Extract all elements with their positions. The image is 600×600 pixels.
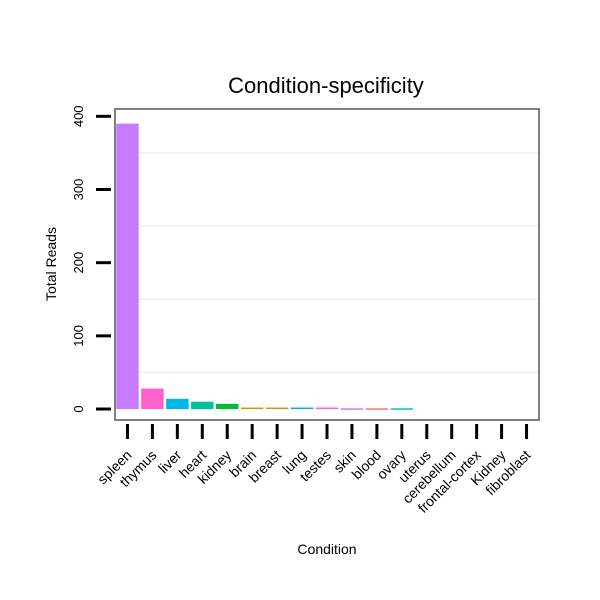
y-tick-label: 400 <box>71 105 86 127</box>
y-axis: 0 100 200 300 400 <box>71 105 111 413</box>
y-axis-label: Total Reads <box>43 227 59 301</box>
bar-spleen <box>116 123 139 410</box>
bar-skin <box>340 408 364 410</box>
bar-breast <box>265 407 289 410</box>
y-tick-label: 300 <box>71 179 86 201</box>
chart-title: Condition-specificity <box>228 73 424 98</box>
bars <box>116 123 414 410</box>
x-axis-label: Condition <box>297 541 356 557</box>
bar-ovary <box>390 408 414 410</box>
bar-blood <box>365 408 389 410</box>
plot-frame <box>114 108 540 421</box>
bar-kidney <box>216 403 239 410</box>
bar-thymus <box>141 388 164 410</box>
y-tick-label: 0 <box>71 405 86 412</box>
x-axis: spleenthymusliverheartkidneybrainbreastl… <box>94 424 534 516</box>
bar-liver <box>166 398 189 410</box>
bar-lung <box>290 407 314 410</box>
bar-brain <box>240 407 264 410</box>
bar-testes <box>315 407 339 410</box>
y-tick-label: 100 <box>71 325 86 347</box>
bar-heart <box>191 401 214 410</box>
y-tick-label: 200 <box>71 252 86 274</box>
gridlines <box>115 151 539 374</box>
